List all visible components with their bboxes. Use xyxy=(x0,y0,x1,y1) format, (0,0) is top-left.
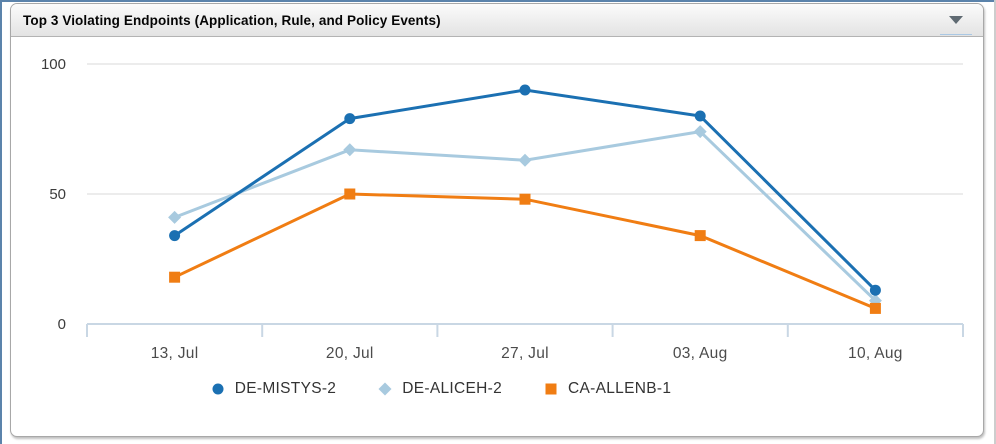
series-marker-CA-ALLENB-1-4 xyxy=(869,302,881,314)
series-marker-CA-ALLENB-1-0 xyxy=(169,271,181,283)
series-marker-DE-MISTYS-2-2 xyxy=(519,84,531,96)
series-marker-DE-MISTYS-2-1 xyxy=(344,113,356,125)
legend-item-DE-ALICEH-2[interactable]: DE-ALICEH-2 xyxy=(378,380,502,398)
series-marker-DE-MISTYS-2-3 xyxy=(694,110,706,122)
widget-header: Top 3 Violating Endpoints (Application, … xyxy=(11,4,983,37)
x-axis-label-1: 20, Jul xyxy=(326,345,374,362)
chart-legend: DE-MISTYS-2 DE-ALICEH-2 CA-ALLENB-1 xyxy=(11,371,927,398)
legend-item-DE-MISTYS-2[interactable]: DE-MISTYS-2 xyxy=(211,380,336,398)
x-axis-label-0: 13, Jul xyxy=(151,345,199,362)
x-axis-label-3: 03, Aug xyxy=(673,345,728,362)
y-axis-label-100: 100 xyxy=(41,56,66,73)
series-marker-CA-ALLENB-1-3 xyxy=(694,230,706,242)
series-marker-DE-ALICEH-2-0 xyxy=(168,210,182,224)
series-line-CA-ALLENB-1 xyxy=(173,192,876,310)
outer-frame-left-border xyxy=(0,0,2,444)
series-line-DE-MISTYS-2 xyxy=(173,88,877,292)
y-axis-label-0: 0 xyxy=(58,316,66,333)
y-axis-label-50: 50 xyxy=(49,186,66,203)
series-marker-DE-MISTYS-2-4 xyxy=(869,284,881,296)
outer-frame-right-border xyxy=(994,0,996,444)
legend-label: DE-MISTYS-2 xyxy=(234,380,337,397)
widget-menu-button[interactable] xyxy=(939,7,973,35)
series-marker-DE-ALICEH-2-3 xyxy=(693,125,707,139)
series-marker-CA-ALLENB-1-1 xyxy=(344,188,356,200)
series-marker-CA-ALLENB-1-2 xyxy=(519,193,531,205)
legend-square-icon xyxy=(545,383,557,395)
widget-title: Top 3 Violating Endpoints (Application, … xyxy=(23,12,441,28)
x-axis-label-4: 10, Aug xyxy=(848,345,903,362)
chart-widget-panel: Top 3 Violating Endpoints (Application, … xyxy=(10,3,984,437)
series-marker-DE-ALICEH-2-2 xyxy=(518,153,532,167)
line-chart: 0 50 100 13, Jul 20, Jul 27, Jul 03, Aug 10, Au… xyxy=(41,56,964,362)
outer-frame-top-border xyxy=(0,0,996,2)
menu-underline xyxy=(940,34,972,35)
series-marker-DE-MISTYS-2-0 xyxy=(169,230,181,242)
legend-label: CA-ALLENB-1 xyxy=(568,380,672,397)
x-axis-label-2: 27, Jul xyxy=(501,345,549,362)
legend-diamond-icon xyxy=(378,382,392,396)
legend-circle-icon xyxy=(212,383,224,395)
dropdown-arrow-icon xyxy=(949,16,963,24)
legend-item-CA-ALLENB-1[interactable]: CA-ALLENB-1 xyxy=(544,380,671,398)
series-marker-DE-ALICEH-2-1 xyxy=(343,143,357,157)
legend-label: DE-ALICEH-2 xyxy=(402,380,503,397)
